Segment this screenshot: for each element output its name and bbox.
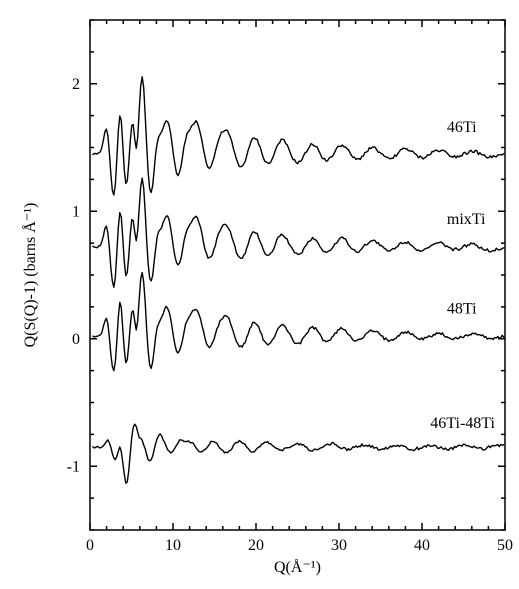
chart-svg: 0 10 20 30 40 50 -1 0 1 2 Q(Å⁻¹) Q(S(Q)-1) (barns Å… — [0, 0, 519, 589]
trace-46Ti — [93, 77, 504, 195]
svg-text:2: 2 — [72, 76, 80, 93]
svg-text:-1: -1 — [67, 458, 80, 475]
series-label-mixTi: mixTi — [447, 211, 486, 228]
y-axis-label: Q(S(Q)-1) (barns Å⁻¹) — [21, 203, 39, 348]
svg-text:30: 30 — [331, 537, 347, 554]
structure-factor-chart: 0 10 20 30 40 50 -1 0 1 2 Q(Å⁻¹) Q(S(Q)-1) (barns Å… — [0, 0, 519, 589]
trace-46Ti-48Ti — [93, 424, 504, 483]
series-label-46Ti: 46Ti — [447, 119, 477, 136]
svg-text:40: 40 — [414, 537, 430, 554]
x-axis-label: Q(Å⁻¹) — [274, 558, 321, 576]
svg-text:50: 50 — [497, 537, 513, 554]
trace-48Ti — [93, 273, 504, 371]
svg-text:0: 0 — [86, 537, 94, 554]
series-label-46Ti-48Ti: 46Ti-48Ti — [430, 415, 495, 432]
trace-mixTi — [93, 178, 504, 287]
svg-text:10: 10 — [165, 537, 181, 554]
series-label-48Ti: 48Ti — [447, 300, 477, 317]
svg-text:0: 0 — [72, 331, 80, 348]
svg-text:20: 20 — [248, 537, 264, 554]
svg-text:1: 1 — [72, 203, 80, 220]
